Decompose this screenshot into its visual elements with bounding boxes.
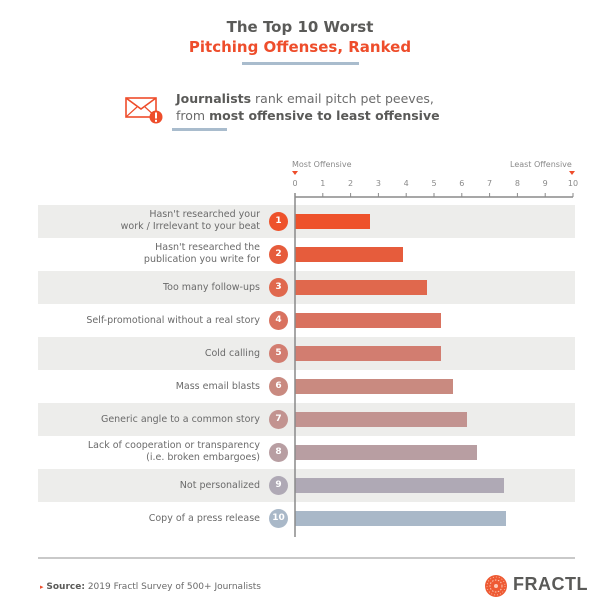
x-tick-label: 9 (542, 179, 548, 188)
rank-badge: 7 (269, 410, 288, 429)
x-tick-label: 4 (403, 179, 409, 188)
x-tick-label: 10 (567, 179, 579, 188)
category-label: Cold calling (30, 348, 260, 360)
bar (295, 445, 478, 460)
x-tick-label: 6 (459, 179, 465, 188)
category-label: Generic angle to a common story (30, 414, 260, 426)
category-label: Not personalized (30, 480, 260, 492)
category-label-line-1: Not personalized (179, 480, 260, 491)
title-line-1: The Top 10 Worst (226, 18, 374, 36)
rank-badge: 1 (269, 212, 288, 231)
rank-badge: 3 (269, 278, 288, 297)
category-label-line-1: Too many follow-ups (162, 282, 260, 293)
category-label-line-1: Generic angle to a common story (100, 414, 260, 425)
category-label-line-2: (i.e. broken embargoes) (146, 452, 260, 463)
email-alert-icon (125, 97, 163, 124)
left-marker-icon (292, 171, 298, 175)
category-label-line-1: Cold calling (204, 348, 260, 359)
rank-badge: 9 (269, 476, 288, 495)
category-label-line-1: Copy of a press release (148, 513, 260, 524)
category-label-line-1: Lack of cooperation or transparency (87, 440, 260, 451)
category-label: Hasn't researched the publication you wri… (30, 242, 260, 266)
axis-left-label: Most Offensive (292, 160, 352, 169)
category-label: Too many follow-ups (30, 282, 260, 294)
category-label: Hasn't researched your work / Irrelevant … (30, 209, 260, 233)
footer-divider (38, 557, 575, 559)
category-label: Self-promotional without a real story (30, 315, 260, 327)
subtitle-bold-2: most offensive to least offensive (209, 108, 440, 123)
bar (295, 379, 454, 394)
subtitle-underline (172, 128, 227, 131)
bar (295, 511, 507, 526)
rank-badge: 4 (269, 311, 288, 330)
title-underline (242, 62, 359, 65)
category-label-line-2: work / Irrelevant to your beat (120, 221, 260, 232)
rank-badge: 6 (269, 377, 288, 396)
subtitle-bold-1: Journalists (176, 91, 252, 106)
x-tick-label: 2 (348, 179, 354, 188)
bar (295, 247, 404, 262)
brand-name: FRACTL (513, 574, 588, 594)
rank-badge: 2 (269, 245, 288, 264)
axis-right-label: Least Offensive (510, 160, 572, 169)
category-label-line-1: Hasn't researched your (149, 209, 260, 220)
rank-badge: 5 (269, 344, 288, 363)
x-tick-label: 8 (514, 179, 520, 188)
category-label-line-1: Mass email blasts (175, 381, 260, 392)
category-label: Mass email blasts (30, 381, 260, 393)
subtitle-text-2: from (176, 108, 210, 123)
bar (295, 313, 441, 328)
category-label-line-2: publication you write for (143, 254, 260, 265)
rank-badge: 8 (269, 443, 288, 462)
source-text: 2019 Fractl Survey of 500+ Journalists (84, 582, 261, 592)
right-marker-icon (569, 171, 575, 175)
title-line-2: Pitching Offenses, Ranked (188, 38, 412, 56)
bullet-icon: ▸ (40, 583, 44, 591)
subtitle-text-1: rank email pitch pet peeves, (251, 91, 434, 106)
fractl-logo-icon (485, 575, 507, 597)
x-tick-label: 1 (320, 179, 326, 188)
category-label-line-1: Hasn't researched the (155, 242, 260, 253)
x-tick-label: 0 (292, 179, 298, 188)
rank-badge: 10 (269, 509, 288, 528)
bar (295, 214, 371, 229)
bar (295, 280, 428, 295)
x-tick-label: 7 (487, 179, 493, 188)
category-label-line-1: Self-promotional without a real story (86, 315, 260, 326)
bar (295, 478, 504, 493)
category-label: Copy of a press release (30, 513, 260, 525)
subtitle: Journalists rank email pitch pet peeves,… (176, 90, 440, 124)
x-tick-label: 5 (431, 179, 437, 188)
bar (295, 412, 468, 427)
category-label: Lack of cooperation or transparency (i.e.… (30, 440, 260, 464)
x-tick-label: 3 (375, 179, 381, 188)
source-note: ▸ Source: 2019 Fractl Survey of 500+ Jou… (40, 582, 261, 592)
bar (295, 346, 442, 361)
source-label: Source: (46, 582, 85, 592)
